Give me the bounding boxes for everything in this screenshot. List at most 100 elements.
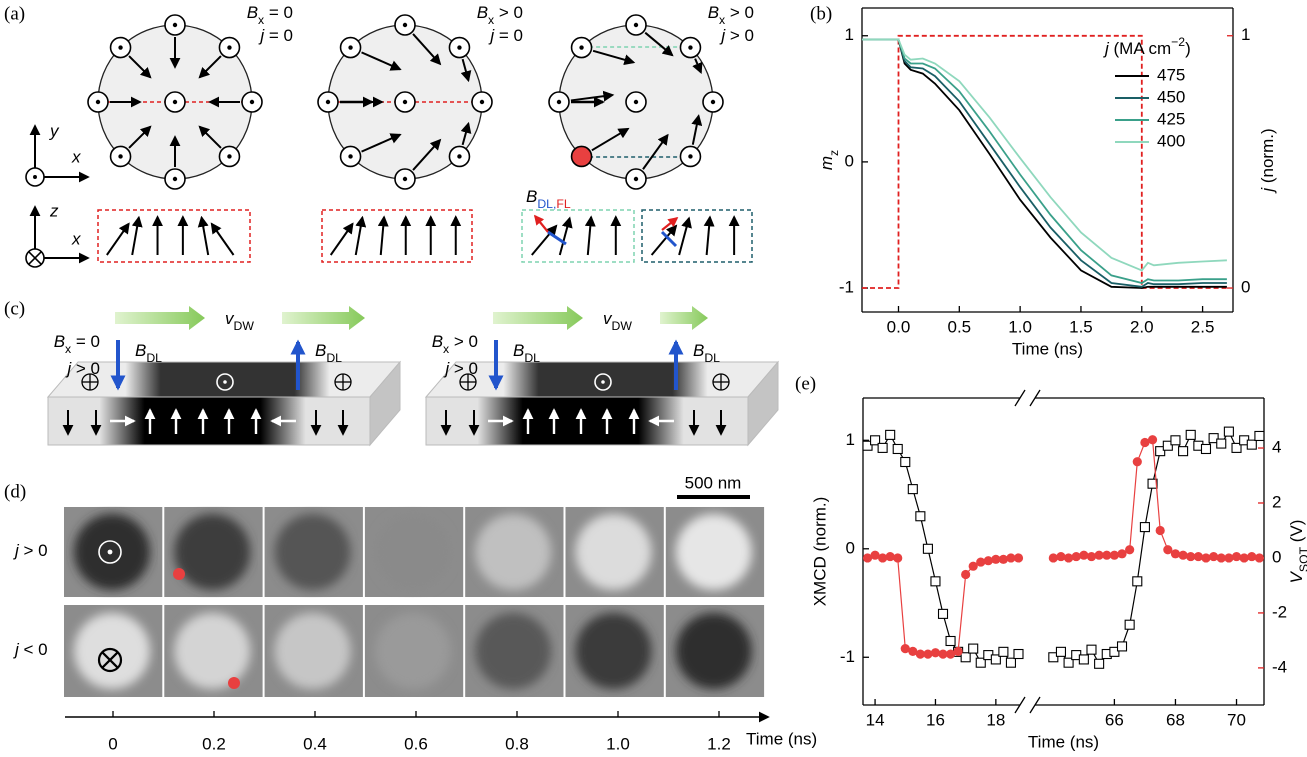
- y2-axis-label-run: (V): [1287, 520, 1306, 547]
- data-point: [1216, 553, 1226, 563]
- data-point: [1223, 426, 1234, 437]
- domain-disk: [575, 514, 652, 590]
- field-condition-run: B: [708, 3, 719, 22]
- axis-name: y: [49, 121, 60, 140]
- field-condition-run: = 0: [71, 332, 100, 351]
- field-condition-run: B: [54, 332, 65, 351]
- legend-title-run: j: [1103, 39, 1110, 58]
- slab-side: [747, 360, 779, 447]
- current-condition-run: > 0: [71, 359, 100, 378]
- arrow: [460, 58, 472, 83]
- data-point: [1186, 551, 1196, 562]
- current-condition: j > 0: [719, 26, 754, 45]
- legend-title-run: (MA cm: [1109, 39, 1171, 58]
- current-condition-run: j: [258, 26, 265, 45]
- data-point: [1209, 551, 1219, 562]
- dashed-box: [321, 209, 473, 263]
- out-of-plane-dot: [579, 45, 584, 50]
- x-tick-label: 0.0: [887, 317, 911, 336]
- arrow: [354, 215, 367, 256]
- data-point: [870, 550, 880, 560]
- out-of-plane-dot: [402, 22, 408, 28]
- data-point: [1193, 551, 1203, 562]
- arrow: [210, 222, 235, 256]
- data-point: [1063, 657, 1074, 668]
- torque-arrow: [547, 230, 567, 246]
- arrow: [198, 125, 222, 149]
- arrow: [131, 215, 143, 256]
- data-point: [1056, 551, 1066, 562]
- x-axis-label: Time (ns): [1028, 732, 1099, 751]
- series-line: [862, 38, 1227, 284]
- out-of-plane-symbol: [594, 373, 612, 391]
- data-point: [1116, 641, 1128, 652]
- data-point: [975, 657, 986, 668]
- torque-arrow: [660, 230, 678, 248]
- out-of-plane-symbol: [216, 373, 234, 391]
- data-point: [1201, 553, 1211, 563]
- data-point: [892, 443, 903, 455]
- field-condition: Bx > 0: [477, 3, 523, 27]
- current-condition-run: = 0: [494, 26, 523, 45]
- out-of-plane-dot: [710, 99, 716, 105]
- row-label-run: j: [13, 640, 20, 659]
- series-line-hidden: [868, 435, 1019, 663]
- axis-break: [1029, 389, 1041, 407]
- y2-tick-label: -2: [1272, 602, 1287, 621]
- data-point: [1086, 551, 1097, 562]
- data-point: [1208, 433, 1219, 444]
- velocity-label-run: DW: [234, 319, 255, 333]
- x-tick-label: 1.5: [1069, 317, 1093, 336]
- data-point: [900, 456, 911, 468]
- torque-arrow: [533, 214, 549, 233]
- data-point: [968, 561, 978, 571]
- arrow: [377, 215, 389, 256]
- x-tick-label: 2.5: [1191, 317, 1215, 336]
- x-axis-label: Time (ns): [1012, 339, 1083, 358]
- data-point: [862, 440, 873, 451]
- slab-top: [424, 361, 780, 398]
- y-axis-label: XMCD (norm.): [810, 497, 829, 607]
- data-point: [1102, 550, 1112, 560]
- series-line-hidden: [1053, 440, 1259, 558]
- y2-tick-label: 0: [1241, 278, 1250, 297]
- torque-label-run: DL,: [537, 197, 556, 211]
- domain-disk: [174, 613, 251, 689]
- panel-label: (a): [4, 3, 25, 24]
- x-tick-label: 1.0: [1008, 317, 1032, 336]
- y-tick-label: 1: [845, 25, 854, 44]
- legend-label: 450: [1157, 87, 1185, 106]
- series-line: [1052, 430, 1260, 665]
- current-condition-run: j: [488, 26, 495, 45]
- data-point: [915, 649, 925, 659]
- into-plane-cross: [101, 651, 119, 669]
- arrow: [642, 133, 669, 170]
- time-label: 0.2: [202, 734, 226, 753]
- x-tick-label: 16: [926, 710, 945, 729]
- data-point: [1247, 551, 1257, 562]
- dashed-box: [641, 209, 753, 263]
- data-point: [893, 553, 903, 563]
- data-point: [998, 646, 1009, 657]
- field-condition-run: x: [719, 13, 725, 27]
- current-condition-run: j: [65, 359, 72, 378]
- legend-title-run: ): [1185, 39, 1191, 58]
- data-point: [983, 556, 993, 566]
- field-condition: Bx > 0: [432, 332, 478, 356]
- data-point: [1005, 657, 1016, 668]
- time-label: 0.6: [404, 734, 428, 753]
- red-dot: [228, 677, 240, 689]
- velocity-label-run: v: [225, 309, 235, 328]
- series-line: [867, 554, 1019, 655]
- current-condition: j > 0: [65, 359, 100, 378]
- data-point: [1147, 478, 1158, 489]
- velocity-label: vDW: [603, 309, 632, 333]
- into-plane-cross: [28, 251, 42, 265]
- data-point: [1079, 550, 1089, 560]
- axis-name: z: [49, 201, 59, 220]
- arrow: [531, 224, 558, 256]
- arrow: [591, 127, 630, 152]
- field-label-run: B: [315, 341, 326, 360]
- data-point: [1094, 658, 1105, 669]
- current-condition-run: j: [719, 26, 726, 45]
